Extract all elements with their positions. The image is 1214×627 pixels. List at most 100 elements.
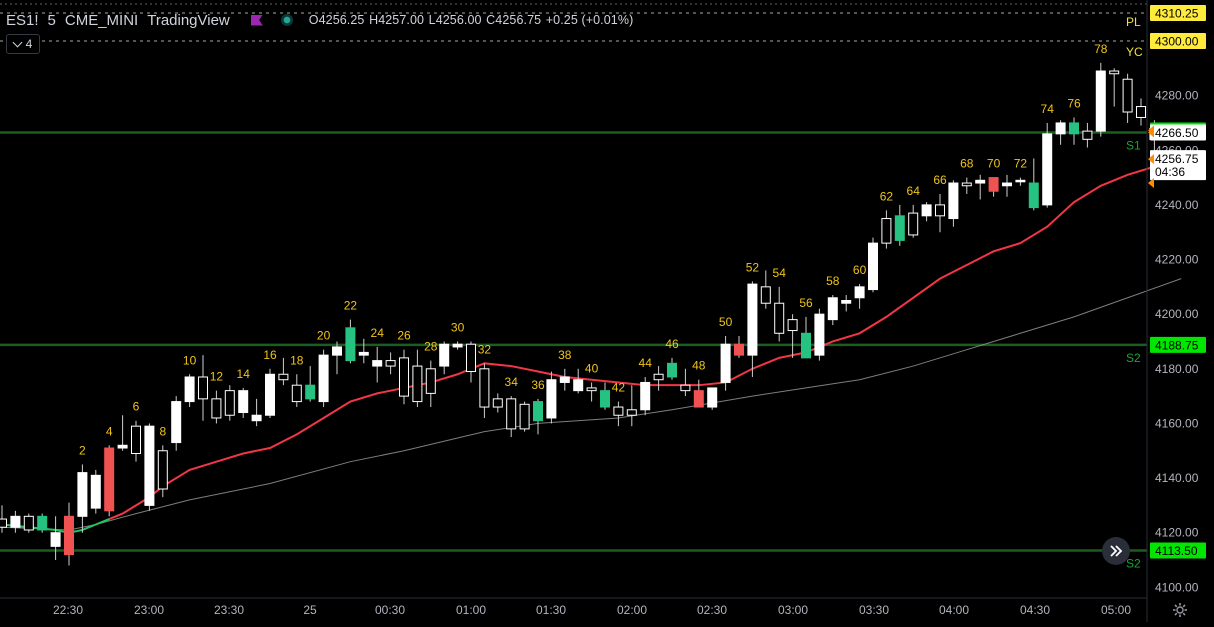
flag-icon[interactable] [250, 14, 263, 26]
candle-body [332, 346, 342, 356]
candle-body [1028, 182, 1039, 209]
candle-body [171, 401, 182, 444]
candle-body [425, 368, 436, 394]
bar-number: 60 [853, 263, 867, 277]
candle-body [961, 182, 972, 187]
price-badge: 4300.00 [1155, 34, 1199, 48]
candle-body [506, 398, 517, 430]
high-value: H4257.00 [369, 13, 425, 27]
chevron-down-icon [12, 37, 23, 47]
candle-body [988, 177, 999, 192]
candle-body [399, 357, 409, 397]
candle-body [720, 343, 731, 383]
candle-body [50, 532, 61, 547]
candle-body [184, 376, 195, 403]
bar-number: 54 [773, 266, 787, 280]
price-tick-label: 4140.00 [1155, 471, 1199, 485]
symbol-label[interactable]: ES1! [6, 11, 39, 29]
bar-number: 70 [987, 157, 1001, 171]
bar-number: 36 [531, 378, 545, 392]
candle-body [1015, 179, 1026, 183]
orange-marker-icon [1148, 127, 1154, 138]
candle-body [734, 343, 744, 356]
time-tick-label: 03:00 [778, 603, 808, 617]
candle-body [0, 518, 7, 528]
level-label: S2 [1126, 556, 1141, 570]
candle-body [412, 365, 423, 403]
candle-body [975, 179, 986, 184]
level-label: S2 [1126, 351, 1141, 365]
candle-body [385, 360, 396, 367]
candle-body [117, 444, 128, 449]
candle-body [787, 319, 798, 332]
candle-body [1055, 122, 1066, 135]
bar-number: 50 [719, 315, 733, 329]
bar-number: 64 [907, 184, 921, 198]
candle-body [760, 286, 771, 304]
price-tick-label: 4200.00 [1155, 307, 1199, 321]
ema-line [108, 165, 1155, 520]
bar-number: 52 [746, 260, 760, 274]
time-tick-label: 25 [303, 603, 317, 617]
price-badge: 4310.25 [1155, 6, 1199, 20]
candle-body [680, 384, 691, 392]
interval-label[interactable]: 5 [47, 11, 56, 29]
price-badge-bg [1150, 336, 1206, 353]
change-value: +0.25 (+0.01%) [545, 13, 634, 27]
candle-body [613, 406, 624, 416]
scroll-to-realtime-button[interactable] [1102, 537, 1130, 565]
candle-body [23, 515, 34, 531]
bar-number: 58 [826, 274, 840, 288]
orange-marker-icon [1148, 178, 1154, 189]
candle-body [533, 401, 543, 422]
bar-number: 6 [133, 400, 140, 414]
candle-body [198, 376, 208, 400]
price-tick-label: 4240.00 [1155, 198, 1199, 212]
open-value: O4256.25 [308, 13, 365, 27]
bar-number: 18 [290, 353, 304, 367]
bar-number: 24 [371, 326, 385, 340]
candle-body [10, 515, 21, 528]
bar-number: 44 [639, 356, 653, 370]
bar-number: 62 [880, 189, 894, 203]
time-tick-label: 04:30 [1020, 603, 1050, 617]
price-tick-label: 4280.00 [1155, 89, 1199, 103]
time-tick-label: 03:30 [859, 603, 889, 617]
bar-number: 4 [106, 424, 113, 438]
candle-body [667, 362, 677, 378]
candle-body [640, 381, 651, 411]
price-badge-bg [1150, 32, 1206, 49]
gear-icon[interactable] [1172, 602, 1188, 618]
candle-body [77, 472, 88, 517]
price-tick-label: 4180.00 [1155, 362, 1199, 376]
candle-body [372, 360, 383, 367]
candle-body [1109, 70, 1120, 75]
bar-number: 22 [344, 299, 358, 313]
bar-number: 14 [237, 367, 251, 381]
candle-body [318, 354, 329, 403]
bar-number: 42 [612, 381, 626, 395]
candle-body [37, 515, 48, 531]
candle-body [265, 373, 275, 416]
candle-body [573, 379, 584, 392]
candle-body [1082, 130, 1093, 140]
candle-body [64, 515, 74, 556]
price-badge: 4113.50 [1155, 544, 1198, 558]
indicators-toggle[interactable]: 4 [6, 34, 40, 54]
chart-legend[interactable]: ES1! 5 CME_MINI TradingView O4256.25 H42… [6, 10, 634, 30]
time-tick-label: 00:30 [375, 603, 405, 617]
level-label: S1 [1126, 138, 1141, 152]
bar-number: 56 [799, 296, 813, 310]
bar-number: 38 [558, 348, 572, 362]
source-label: TradingView [147, 11, 230, 29]
bar-number: 74 [1041, 102, 1055, 116]
time-tick-label: 02:00 [617, 603, 647, 617]
time-tick-label: 23:00 [134, 603, 164, 617]
price-tick-label: 4160.00 [1155, 416, 1199, 430]
candle-body [492, 398, 503, 408]
candle-body [345, 327, 356, 362]
time-tick-label: 02:30 [697, 603, 727, 617]
bar-number: 26 [397, 329, 411, 343]
